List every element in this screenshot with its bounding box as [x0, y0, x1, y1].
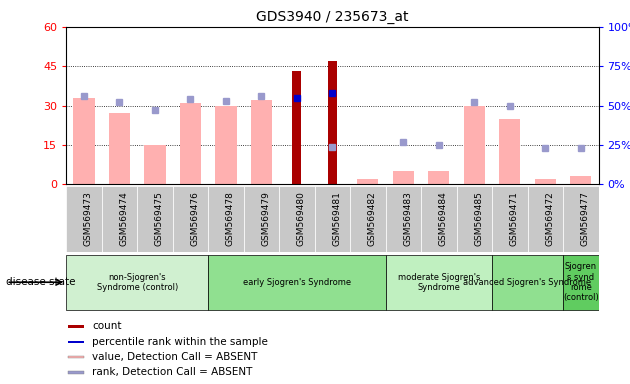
Bar	[279, 186, 314, 252]
Bar	[328, 61, 337, 184]
Bar	[208, 186, 244, 252]
Bar	[66, 186, 101, 252]
Text: percentile rank within the sample: percentile rank within the sample	[93, 337, 268, 347]
Bar	[386, 255, 492, 310]
Bar	[244, 186, 279, 252]
Bar	[69, 325, 84, 328]
Text: GSM569472: GSM569472	[545, 192, 554, 246]
Bar	[208, 255, 386, 310]
Text: GSM569477: GSM569477	[581, 192, 590, 246]
Bar	[570, 177, 592, 184]
Text: moderate Sjogren's
Syndrome: moderate Sjogren's Syndrome	[398, 273, 480, 292]
Bar	[499, 119, 520, 184]
Bar	[73, 98, 94, 184]
Text: rank, Detection Call = ABSENT: rank, Detection Call = ABSENT	[93, 367, 253, 377]
Bar	[357, 179, 379, 184]
Text: GSM569478: GSM569478	[226, 192, 235, 246]
Text: GSM569483: GSM569483	[403, 192, 412, 246]
Bar	[350, 186, 386, 252]
Bar	[457, 186, 492, 252]
Bar	[527, 186, 563, 252]
Bar	[69, 371, 84, 374]
Bar	[492, 186, 527, 252]
Bar	[173, 186, 208, 252]
Bar	[180, 103, 201, 184]
Bar	[144, 145, 166, 184]
Bar	[109, 114, 130, 184]
Text: GSM569480: GSM569480	[297, 192, 306, 246]
Bar	[428, 171, 449, 184]
Text: Sjogren
s synd
rome
(control): Sjogren s synd rome (control)	[563, 262, 598, 302]
Text: GSM569485: GSM569485	[474, 192, 483, 246]
Bar	[251, 100, 272, 184]
Text: GSM569479: GSM569479	[261, 192, 270, 246]
Bar	[535, 179, 556, 184]
Bar	[563, 255, 598, 310]
Bar	[421, 186, 457, 252]
Bar	[492, 255, 563, 310]
Bar	[69, 356, 84, 358]
Text: early Sjogren's Syndrome: early Sjogren's Syndrome	[243, 278, 351, 287]
Text: GSM569475: GSM569475	[155, 192, 164, 246]
Text: GSM569473: GSM569473	[84, 192, 93, 246]
Bar	[392, 171, 414, 184]
Text: GSM569476: GSM569476	[190, 192, 199, 246]
Bar	[464, 106, 485, 184]
Bar	[69, 341, 84, 343]
Bar	[215, 106, 236, 184]
Text: GSM569474: GSM569474	[119, 192, 129, 246]
Text: GSM569484: GSM569484	[438, 192, 448, 246]
Bar	[386, 186, 421, 252]
Text: value, Detection Call = ABSENT: value, Detection Call = ABSENT	[93, 352, 258, 362]
Title: GDS3940 / 235673_at: GDS3940 / 235673_at	[256, 10, 409, 25]
Text: advanced Sjogren's Syndrome: advanced Sjogren's Syndrome	[464, 278, 592, 287]
Bar	[563, 186, 598, 252]
Bar	[314, 186, 350, 252]
Text: GSM569481: GSM569481	[333, 192, 341, 246]
Text: GSM569482: GSM569482	[368, 192, 377, 246]
Text: count: count	[93, 321, 122, 331]
Bar	[292, 71, 301, 184]
Text: non-Sjogren's
Syndrome (control): non-Sjogren's Syndrome (control)	[96, 273, 178, 292]
Bar	[137, 186, 173, 252]
Bar	[66, 255, 208, 310]
Text: disease state: disease state	[6, 277, 76, 287]
Text: GSM569471: GSM569471	[510, 192, 518, 246]
Bar	[101, 186, 137, 252]
